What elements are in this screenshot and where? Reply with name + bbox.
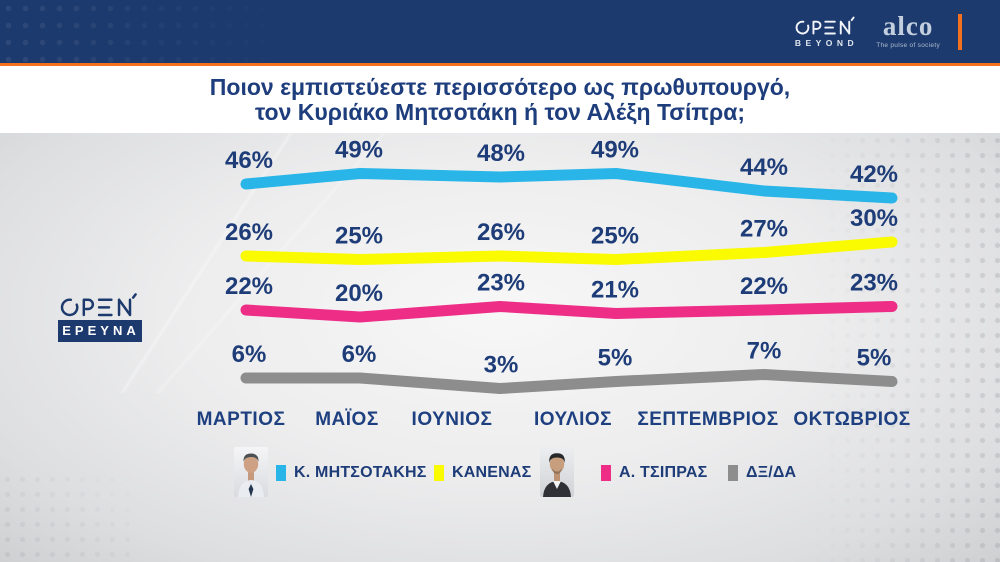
alco-orange-bar xyxy=(958,13,962,50)
beyond-label: BEYOND xyxy=(794,38,859,48)
alco-name: alco xyxy=(882,11,934,42)
open-logo-icon xyxy=(60,293,137,317)
dot-texture-right xyxy=(810,133,1000,562)
legend-item-2: Α. ΤΣΙΠΡΑΣ xyxy=(601,464,707,482)
header-divider xyxy=(0,63,1000,66)
header-logos: BEYOND alco The pulse of society xyxy=(793,0,962,63)
tsipras-photo xyxy=(540,447,574,497)
mitsotakis-photo xyxy=(234,447,268,497)
poll-question-line1: Ποιον εμπιστεύεστε περισσότερο ως πρωθυπ… xyxy=(209,73,791,100)
open-beyond-logo: BEYOND xyxy=(793,15,858,48)
light-streaks xyxy=(0,133,420,393)
alco-tagline: The pulse of society xyxy=(876,42,940,50)
chart-legend: Κ. ΜΗΤΣΟΤΑΚΗΣ ΚΑΝΕΝΑΣ Α. ΤΣΙΠΡΑΣ ΔΞ/ΔΑ xyxy=(0,447,1000,507)
ereyna-label: ΕΡΕΥΝΑ xyxy=(58,320,142,342)
legend-swatch xyxy=(276,465,286,481)
header-dot-pattern xyxy=(0,0,300,63)
legend-item-3: ΔΞ/ΔΑ xyxy=(728,464,796,482)
dot-texture-left xyxy=(0,472,140,562)
legend-label: Α. ΤΣΙΠΡΑΣ xyxy=(619,464,708,481)
legend-item-1: ΚΑΝΕΝΑΣ xyxy=(434,464,531,482)
alco-logo: alco The pulse of society xyxy=(876,13,940,50)
legend-swatch xyxy=(728,465,738,481)
legend-label: ΔΞ/ΔΑ xyxy=(746,464,797,481)
poll-question-line2: τον Κυριάκο Μητσοτάκη ή τον Αλέξη Τσίπρα… xyxy=(254,98,746,125)
top-bar: BEYOND alco The pulse of society xyxy=(0,0,1000,63)
open-logo-icon xyxy=(795,16,855,35)
open-ereyna-logo: ΕΡΕΥΝΑ xyxy=(58,291,142,342)
legend-swatch xyxy=(601,465,611,481)
legend-label: Κ. ΜΗΤΣΟΤΑΚΗΣ xyxy=(294,464,427,481)
legend-item-0: Κ. ΜΗΤΣΟΤΑΚΗΣ xyxy=(276,464,427,482)
legend-label: ΚΑΝΕΝΑΣ xyxy=(452,464,532,481)
legend-swatch xyxy=(434,465,444,481)
poll-question: Ποιον εμπιστεύεστε περισσότερο ως πρωθυπ… xyxy=(0,66,1000,133)
